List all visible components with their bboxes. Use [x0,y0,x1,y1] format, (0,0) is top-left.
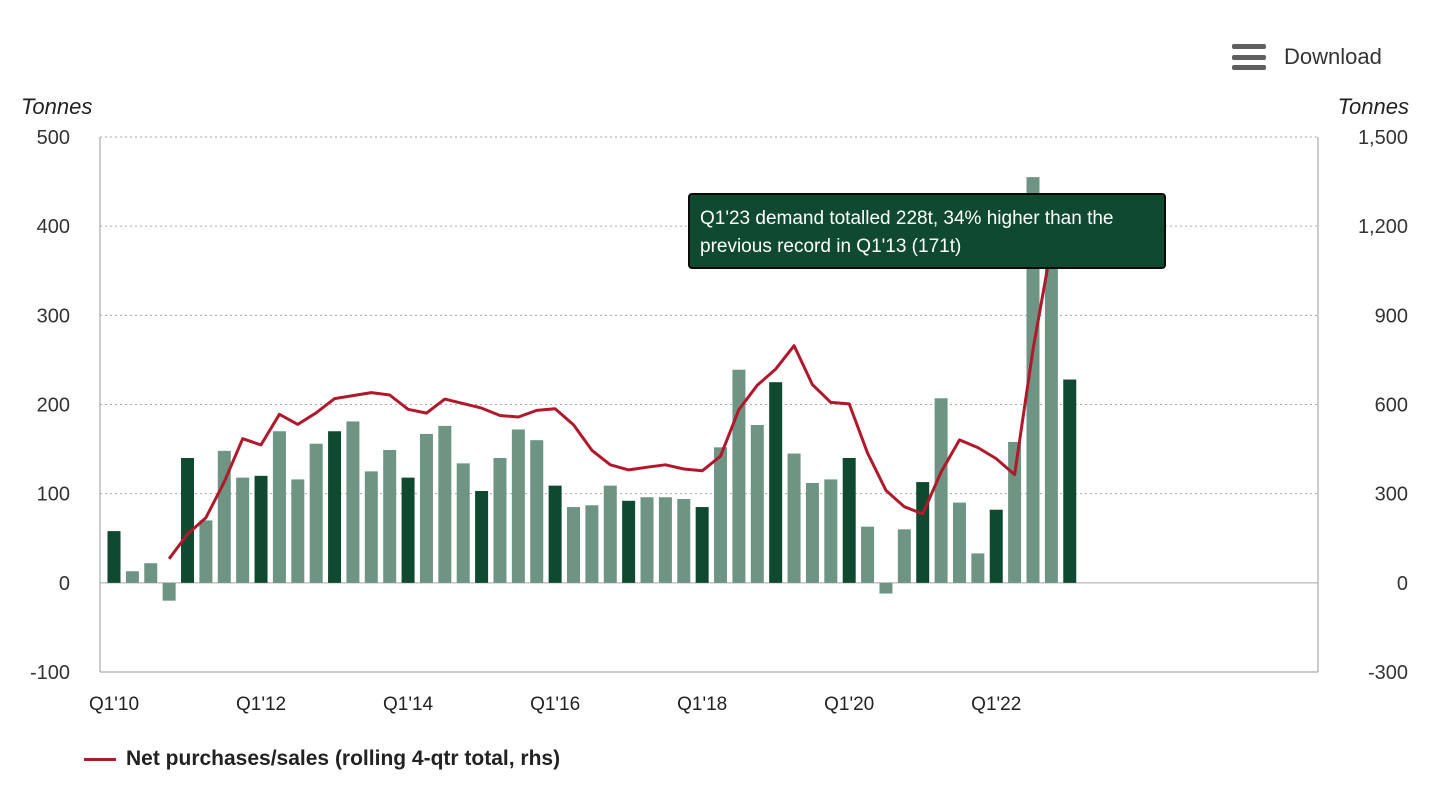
bar [750,425,764,583]
y-left-tick-label: 100 [37,484,70,506]
y-left-tick-label: 300 [37,305,70,327]
x-tick-label: Q1'14 [383,694,434,715]
bar [787,453,801,583]
bar [530,440,544,583]
y-right-tick-label: -300 [1368,662,1408,684]
x-tick-label: Q1'10 [89,694,139,715]
bar [989,509,1003,583]
bar [272,431,286,583]
y-left-tick-label: -100 [30,662,70,684]
bar [328,431,342,583]
download-label[interactable]: Download [1284,44,1382,69]
bar [585,505,599,583]
y-right-tick-label: 0 [1397,573,1408,595]
y-right-tick-label: 300 [1375,484,1408,506]
bar [824,479,838,583]
bar [842,458,856,583]
x-tick-label: Q1'12 [236,694,286,715]
bar [162,582,176,601]
bar [677,499,691,583]
bar [364,471,378,583]
bar [879,582,893,594]
bar [107,531,121,583]
bar [401,477,415,583]
x-tick-label: Q1'18 [677,694,727,715]
bar [934,398,948,583]
bar [805,482,819,583]
bar [732,369,746,583]
bar [217,450,231,583]
bar [640,497,654,583]
bar [346,421,360,583]
axis-labels: -100 0 100 200 300 400 500 -300 0 300 600 900 1,200 1… [21,94,1409,715]
bar-series [107,177,1077,601]
y-right-tick-label: 1,500 [1358,127,1408,149]
bar [695,507,709,583]
bar [548,485,562,583]
bar [658,497,672,583]
bar [511,429,525,583]
bar [383,449,397,583]
bar [622,500,636,583]
bar [144,563,158,583]
chart-annotation: Q1'23 demand totalled 228t, 34% higher t… [688,193,1166,269]
bar [181,458,195,583]
y-right-tick-label: 900 [1375,305,1408,327]
download-button[interactable]: Download [1232,44,1382,70]
series-line [167,217,1072,560]
bar [438,425,452,583]
bar [971,553,985,583]
y-right-tick-label: 1,200 [1358,216,1408,238]
bar [291,479,305,583]
y-left-tick-label: 200 [37,395,70,417]
bar [952,502,966,583]
y-left-tick-label: 0 [59,573,70,595]
bar [456,463,470,583]
bar [916,482,930,583]
bar [199,520,213,583]
bar [309,443,323,583]
bar [493,458,507,583]
bar [769,382,783,583]
axes [99,137,1319,673]
legend-line-label[interactable]: Net purchases/sales (rolling 4-qtr total… [126,747,561,770]
bar [1044,246,1058,583]
x-tick-label: Q1'16 [530,694,580,715]
bar [1063,379,1077,583]
y-left-tick-label: 500 [37,127,70,149]
bar [236,477,250,583]
bar [897,529,911,583]
x-tick-label: Q1'22 [971,694,1021,715]
y-left-tick-label: 400 [37,216,70,238]
bar [861,526,875,583]
y-right-tick-label: 600 [1375,395,1408,417]
y-right-axis-label: Tonnes [1338,94,1409,119]
bar [567,507,580,583]
line-series [167,217,1072,560]
x-tick-label: Q1'20 [824,694,874,715]
legend[interactable]: Net purchases/sales (rolling 4-qtr total… [84,747,560,771]
y-left-axis-label: Tonnes [21,94,92,119]
legend-line-swatch [84,757,116,761]
bar [1008,441,1022,583]
bar [254,475,268,583]
bar [1026,177,1040,583]
bar [603,485,617,583]
hamburger-menu-icon[interactable] [1232,44,1266,70]
bar [125,571,139,583]
bar [475,490,489,583]
bar [419,433,433,583]
bar [714,447,728,583]
